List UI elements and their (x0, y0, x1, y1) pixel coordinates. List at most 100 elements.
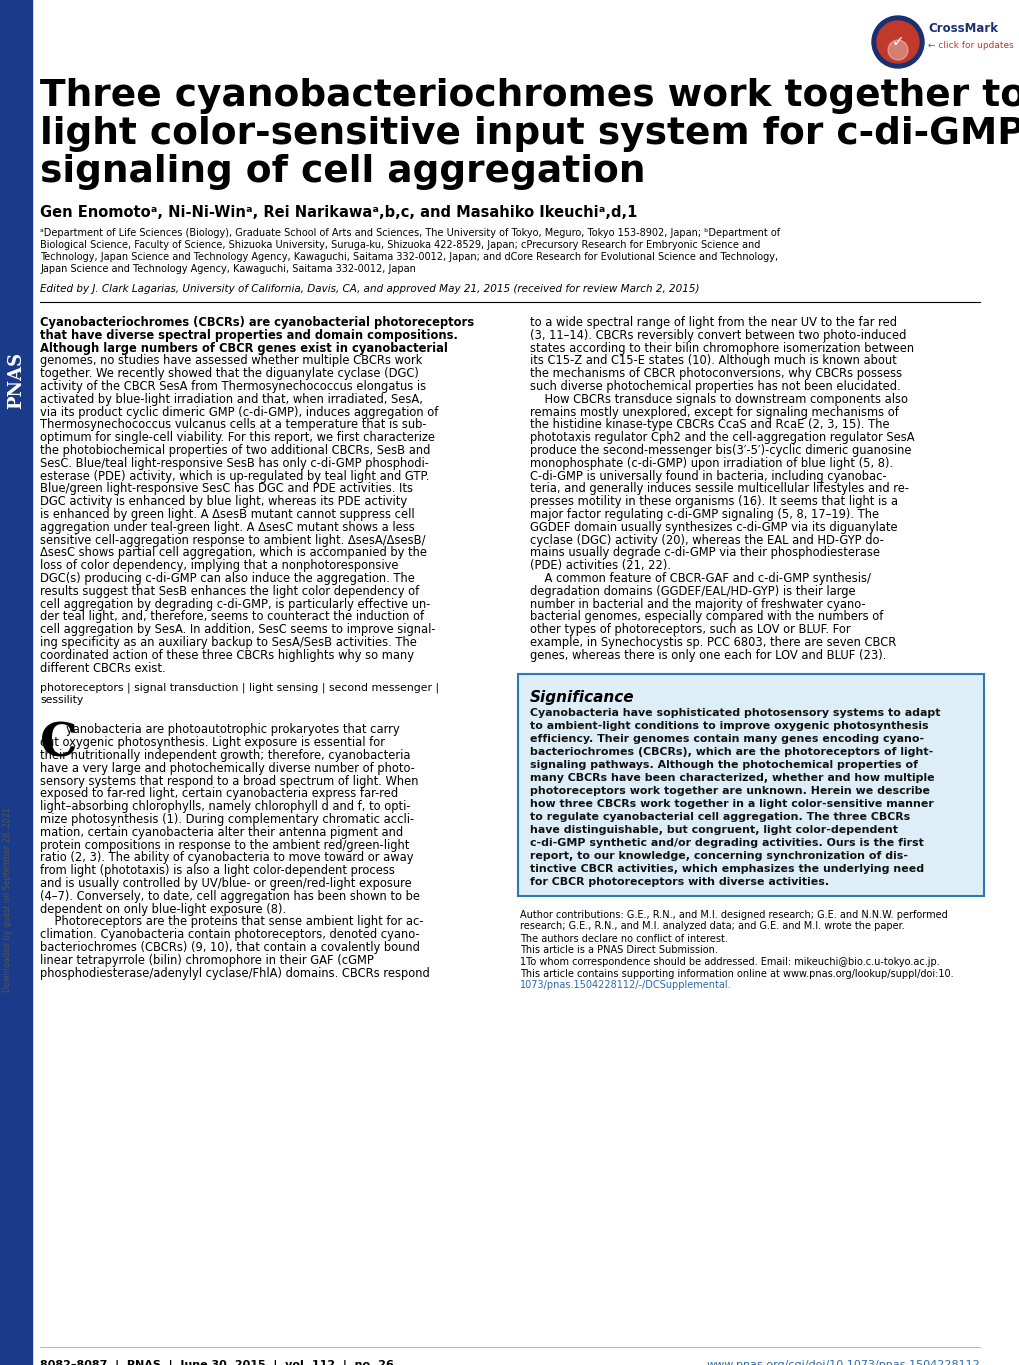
Text: cell aggregation by SesA. In addition, SesC seems to improve signal-: cell aggregation by SesA. In addition, S… (40, 624, 435, 636)
Text: 8082–8087  |  PNAS  |  June 30, 2015  |  vol. 112  |  no. 26: 8082–8087 | PNAS | June 30, 2015 | vol. … (40, 1360, 393, 1365)
Text: This article contains supporting information online at www.pnas.org/lookup/suppl: This article contains supporting informa… (520, 969, 953, 979)
Text: 1To whom correspondence should be addressed. Email: mikeuchi@bio.c.u-tokyo.ac.jp: 1To whom correspondence should be addres… (520, 957, 938, 966)
Text: research; G.E., R.N., and M.I. analyzed data; and G.E. and M.I. wrote the paper.: research; G.E., R.N., and M.I. analyzed … (520, 920, 904, 931)
Text: PNAS: PNAS (7, 351, 25, 408)
Text: CrossMark: CrossMark (927, 22, 997, 34)
Text: www.pnas.org/cgi/doi/10.1073/pnas.1504228112: www.pnas.org/cgi/doi/10.1073/pnas.150422… (705, 1360, 979, 1365)
Text: monophosphate (c-di-GMP) upon irradiation of blue light (5, 8).: monophosphate (c-di-GMP) upon irradiatio… (530, 457, 893, 470)
Text: sensory systems that respond to a broad spectrum of light. When: sensory systems that respond to a broad … (40, 774, 418, 788)
Text: Thermosynechococcus vulcanus cells at a temperature that is sub-: Thermosynechococcus vulcanus cells at a … (40, 419, 426, 431)
Text: mation, certain cyanobacteria alter their antenna pigment and: mation, certain cyanobacteria alter thei… (40, 826, 403, 839)
Bar (0, 0, 32, 1365)
Text: that have diverse spectral properties and domain compositions.: that have diverse spectral properties an… (40, 329, 458, 341)
Text: Blue/green light-responsive SesC has DGC and PDE activities. Its: Blue/green light-responsive SesC has DGC… (40, 482, 413, 495)
Text: How CBCRs transduce signals to downstream components also: How CBCRs transduce signals to downstrea… (530, 393, 907, 405)
Text: C: C (40, 721, 77, 766)
Text: Cyanobacteriochromes (CBCRs) are cyanobacterial photoreceptors: Cyanobacteriochromes (CBCRs) are cyanoba… (40, 317, 474, 329)
Text: their nutritionally independent growth; therefore, cyanobacteria: their nutritionally independent growth; … (40, 749, 410, 762)
Text: genomes, no studies have assessed whether multiple CBCRs work: genomes, no studies have assessed whethe… (40, 355, 422, 367)
Text: Edited by J. Clark Lagarias, University of California, Davis, CA, and approved M: Edited by J. Clark Lagarias, University … (40, 284, 699, 293)
Text: such diverse photochemical properties has not been elucidated.: such diverse photochemical properties ha… (530, 379, 900, 393)
Text: the photobiochemical properties of two additional CBCRs, SesB and: the photobiochemical properties of two a… (40, 444, 430, 457)
Text: have distinguishable, but congruent, light color-dependent: have distinguishable, but congruent, lig… (530, 824, 897, 834)
Text: cell aggregation by degrading c-di-GMP, is particularly effective un-: cell aggregation by degrading c-di-GMP, … (40, 598, 430, 610)
Text: A common feature of CBCR-GAF and c-di-GMP synthesis/: A common feature of CBCR-GAF and c-di-GM… (530, 572, 870, 586)
Text: This article is a PNAS Direct Submission.: This article is a PNAS Direct Submission… (520, 945, 717, 954)
Text: Three cyanobacteriochromes work together to form a: Three cyanobacteriochromes work together… (40, 78, 1019, 115)
Text: Although large numbers of CBCR genes exist in cyanobacterial: Although large numbers of CBCR genes exi… (40, 341, 447, 355)
Text: photoreceptors | signal transduction | light sensing | second messenger |: photoreceptors | signal transduction | l… (40, 682, 439, 693)
Text: states according to their bilin chromophore isomerization between: states according to their bilin chromoph… (530, 341, 913, 355)
Text: light color-sensitive input system for c-di-GMP: light color-sensitive input system for c… (40, 116, 1019, 152)
Text: dependent on only blue-light exposure (8).: dependent on only blue-light exposure (8… (40, 902, 286, 916)
Text: Gen Enomotoᵃ, Ni-Ni-Winᵃ, Rei Narikawaᵃ,b,c, and Masahiko Ikeuchiᵃ,d,1: Gen Enomotoᵃ, Ni-Ni-Winᵃ, Rei Narikawaᵃ,… (40, 205, 637, 220)
Text: Biological Science, Faculty of Science, Shizuoka University, Suruga-ku, Shizuoka: Biological Science, Faculty of Science, … (40, 240, 759, 250)
Text: to ambient-light conditions to improve oxygenic photosynthesis: to ambient-light conditions to improve o… (530, 721, 927, 730)
Text: c-di-GMP synthetic and/or degrading activities. Ours is the first: c-di-GMP synthetic and/or degrading acti… (530, 838, 923, 848)
Text: via its product cyclic dimeric GMP (c-di-GMP), induces aggregation of: via its product cyclic dimeric GMP (c-di… (40, 405, 438, 419)
Text: DGC(s) producing c-di-GMP can also induce the aggregation. The: DGC(s) producing c-di-GMP can also induc… (40, 572, 415, 586)
Text: teria, and generally induces sessile multicellular lifestyles and re-: teria, and generally induces sessile mul… (530, 482, 908, 495)
Text: SesC. Blue/teal light-responsive SesB has only c-di-GMP phosphodi-: SesC. Blue/teal light-responsive SesB ha… (40, 457, 428, 470)
Text: light–absorbing chlorophylls, namely chlorophyll d and f, to opti-: light–absorbing chlorophylls, namely chl… (40, 800, 410, 814)
Text: Significance: Significance (530, 689, 634, 704)
Text: (4–7). Conversely, to date, cell aggregation has been shown to be: (4–7). Conversely, to date, cell aggrega… (40, 890, 420, 902)
Text: esterase (PDE) activity, which is up-regulated by teal light and GTP.: esterase (PDE) activity, which is up-reg… (40, 470, 429, 483)
Text: GGDEF domain usually synthesizes c-di-GMP via its diguanylate: GGDEF domain usually synthesizes c-di-GM… (530, 521, 897, 534)
Text: (3, 11–14). CBCRs reversibly convert between two photo-induced: (3, 11–14). CBCRs reversibly convert bet… (530, 329, 906, 341)
Text: have a very large and photochemically diverse number of photo-: have a very large and photochemically di… (40, 762, 415, 775)
Text: ✓: ✓ (891, 34, 904, 49)
Text: report, to our knowledge, concerning synchronization of dis-: report, to our knowledge, concerning syn… (530, 850, 907, 860)
Text: der teal light, and, therefore, seems to counteract the induction of: der teal light, and, therefore, seems to… (40, 610, 424, 624)
Text: aggregation under teal-green light. A ΔsesC mutant shows a less: aggregation under teal-green light. A Δs… (40, 521, 415, 534)
Text: out oxygenic photosynthesis. Light exposure is essential for: out oxygenic photosynthesis. Light expos… (40, 736, 384, 749)
Circle shape (876, 20, 918, 63)
Text: the mechanisms of CBCR photoconversions, why CBCRs possess: the mechanisms of CBCR photoconversions,… (530, 367, 901, 381)
Text: linear tetrapyrrole (bilin) chromophore in their GAF (cGMP: linear tetrapyrrole (bilin) chromophore … (40, 954, 374, 966)
Text: is enhanced by green light. A ΔsesB mutant cannot suppress cell: is enhanced by green light. A ΔsesB muta… (40, 508, 414, 521)
Text: C-di-GMP is universally found in bacteria, including cyanobac-: C-di-GMP is universally found in bacteri… (530, 470, 886, 483)
Text: Cyanobacteria have sophisticated photosensory systems to adapt: Cyanobacteria have sophisticated photose… (530, 707, 940, 718)
Text: major factor regulating c-di-GMP signaling (5, 8, 17–19). The: major factor regulating c-di-GMP signali… (530, 508, 878, 521)
Text: efficiency. Their genomes contain many genes encoding cyano-: efficiency. Their genomes contain many g… (530, 733, 923, 744)
Text: The authors declare no conflict of interest.: The authors declare no conflict of inter… (520, 934, 728, 943)
Text: Photoreceptors are the proteins that sense ambient light for ac-: Photoreceptors are the proteins that sen… (40, 916, 423, 928)
Text: activated by blue-light irradiation and that, when irradiated, SesA,: activated by blue-light irradiation and … (40, 393, 423, 405)
Text: number in bacterial and the majority of freshwater cyano-: number in bacterial and the majority of … (530, 598, 865, 610)
Text: its C15-Z and C15-E states (10). Although much is known about: its C15-Z and C15-E states (10). Althoug… (530, 355, 896, 367)
Text: and is usually controlled by UV/blue- or green/red-light exposure: and is usually controlled by UV/blue- or… (40, 876, 412, 890)
Text: how three CBCRs work together in a light color-sensitive manner: how three CBCRs work together in a light… (530, 799, 932, 808)
Text: coordinated action of these three CBCRs highlights why so many: coordinated action of these three CBCRs … (40, 648, 414, 662)
Text: ᵃDepartment of Life Sciences (Biology), Graduate School of Arts and Sciences, Th: ᵃDepartment of Life Sciences (Biology), … (40, 228, 780, 238)
Text: mize photosynthesis (1). During complementary chromatic accli-: mize photosynthesis (1). During compleme… (40, 814, 414, 826)
Circle shape (888, 40, 907, 60)
Text: (PDE) activities (21, 22).: (PDE) activities (21, 22). (530, 560, 671, 572)
FancyBboxPatch shape (518, 673, 983, 895)
Text: from light (phototaxis) is also a light color-dependent process: from light (phototaxis) is also a light … (40, 864, 394, 878)
Text: bacterial genomes, especially compared with the numbers of: bacterial genomes, especially compared w… (530, 610, 882, 624)
Text: for CBCR photoreceptors with diverse activities.: for CBCR photoreceptors with diverse act… (530, 876, 828, 887)
Text: genes, whereas there is only one each for LOV and BLUF (23).: genes, whereas there is only one each fo… (530, 648, 886, 662)
Text: many CBCRs have been characterized, whether and how multiple: many CBCRs have been characterized, whet… (530, 773, 933, 782)
Text: produce the second-messenger bis(3′-5′)-cyclic dimeric guanosine: produce the second-messenger bis(3′-5′)-… (530, 444, 911, 457)
Text: Japan Science and Technology Agency, Kawaguchi, Saitama 332-0012, Japan: Japan Science and Technology Agency, Kaw… (40, 263, 416, 274)
Text: example, in Synechocystis sp. PCC 6803, there are seven CBCR: example, in Synechocystis sp. PCC 6803, … (530, 636, 896, 648)
Text: cyclase (DGC) activity (20), whereas the EAL and HD-GYP do-: cyclase (DGC) activity (20), whereas the… (530, 534, 883, 546)
Text: to a wide spectral range of light from the near UV to the far red: to a wide spectral range of light from t… (530, 317, 896, 329)
Text: tinctive CBCR activities, which emphasizes the underlying need: tinctive CBCR activities, which emphasiz… (530, 864, 923, 874)
Text: phototaxis regulator Cph2 and the cell-aggregation regulator SesA: phototaxis regulator Cph2 and the cell-a… (530, 431, 914, 444)
Text: optimum for single-cell viability. For this report, we first characterize: optimum for single-cell viability. For t… (40, 431, 434, 444)
Text: to regulate cyanobacterial cell aggregation. The three CBCRs: to regulate cyanobacterial cell aggregat… (530, 812, 909, 822)
Circle shape (871, 16, 923, 68)
Text: signaling pathways. Although the photochemical properties of: signaling pathways. Although the photoch… (530, 759, 917, 770)
Text: presses motility in these organisms (16). It seems that light is a: presses motility in these organisms (16)… (530, 495, 897, 508)
Text: the histidine kinase-type CBCRs CcaS and RcaE (2, 3, 15). The: the histidine kinase-type CBCRs CcaS and… (530, 419, 889, 431)
Text: phosphodiesterase/adenylyl cyclase/FhlA) domains. CBCRs respond: phosphodiesterase/adenylyl cyclase/FhlA)… (40, 966, 429, 980)
Text: bacteriochromes (CBCRs) (9, 10), that contain a covalently bound: bacteriochromes (CBCRs) (9, 10), that co… (40, 940, 420, 954)
Text: exposed to far-red light, certain cyanobacteria express far-red: exposed to far-red light, certain cyanob… (40, 788, 397, 800)
Text: protein compositions in response to the ambient red/green-light: protein compositions in response to the … (40, 838, 409, 852)
Text: activity of the CBCR SesA from Thermosynechococcus elongatus is: activity of the CBCR SesA from Thermosyn… (40, 379, 426, 393)
Text: Downloaded by guest on September 28, 2021: Downloaded by guest on September 28, 202… (3, 808, 12, 992)
Text: other types of photoreceptors, such as LOV or BLUF. For: other types of photoreceptors, such as L… (530, 624, 850, 636)
Text: climation. Cyanobacteria contain photoreceptors, denoted cyano-: climation. Cyanobacteria contain photore… (40, 928, 419, 942)
